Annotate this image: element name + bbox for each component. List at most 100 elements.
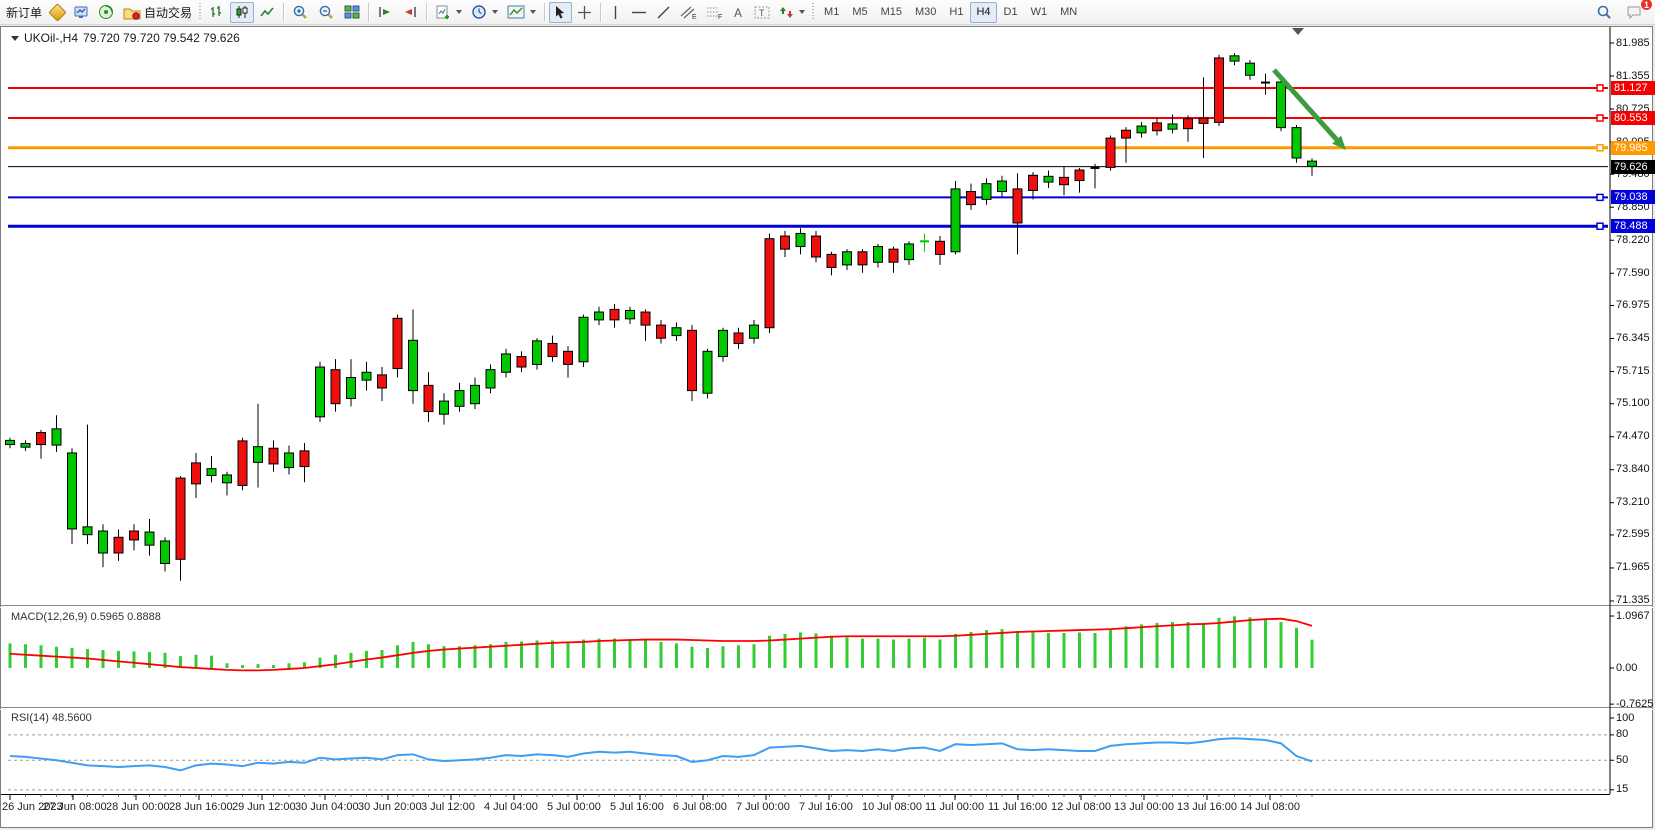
arrows-button[interactable] — [775, 2, 809, 23]
line-handle[interactable] — [1596, 114, 1604, 122]
zoom-out-button[interactable] — [314, 2, 339, 23]
trend-arrow-annotation[interactable] — [1272, 68, 1346, 150]
candle — [20, 440, 31, 451]
toolbar-separator — [544, 2, 546, 22]
candle — [1012, 173, 1023, 255]
candle — [253, 403, 263, 488]
search-button[interactable] — [1592, 2, 1616, 23]
tf-button-m5[interactable]: M5 — [846, 2, 873, 23]
candle — [454, 382, 465, 412]
trendline-icon — [657, 6, 670, 18]
candle — [408, 309, 418, 404]
candle — [780, 230, 790, 258]
candle — [1167, 114, 1178, 134]
chart-title-caret-icon[interactable] — [11, 35, 19, 41]
auto-scroll-button[interactable] — [373, 2, 397, 23]
candle — [1105, 135, 1116, 171]
candle — [361, 361, 372, 391]
candle — [113, 529, 124, 561]
line-chart-button[interactable] — [255, 2, 279, 23]
chart-ohlc-values: 79.720 79.720 79.542 79.626 — [83, 31, 240, 45]
candle — [1291, 124, 1302, 163]
indicators-icon — [436, 5, 450, 19]
autotrading-button[interactable]: 自动交易 — [119, 2, 196, 23]
crosshair-button[interactable] — [573, 2, 596, 23]
candle — [144, 518, 155, 556]
candle — [315, 361, 325, 423]
candle — [98, 524, 108, 568]
horizontal-line-button[interactable] — [627, 2, 651, 23]
tf-button-w1[interactable]: W1 — [1025, 2, 1054, 23]
candle — [547, 335, 558, 362]
candle — [1059, 166, 1069, 196]
bar-chart-button[interactable] — [205, 2, 229, 23]
market-watch-button[interactable] — [69, 2, 93, 23]
indicators-button[interactable] — [431, 2, 466, 23]
trendline-button[interactable] — [652, 2, 675, 23]
toolbar-grip — [199, 3, 202, 21]
candle — [439, 393, 449, 425]
candle — [981, 178, 992, 205]
navigator-button[interactable] — [94, 2, 118, 23]
new-order-button[interactable]: 新订单 — [2, 2, 46, 23]
candle — [1307, 158, 1317, 176]
tf-button-mn[interactable]: MN — [1054, 2, 1083, 23]
candle — [284, 445, 294, 475]
toolbar-grip — [812, 3, 815, 21]
zoom-out-icon — [319, 5, 333, 19]
candle — [1245, 60, 1255, 80]
autotrading-icon — [123, 8, 141, 20]
candle — [671, 322, 682, 341]
tf-button-m15[interactable]: M15 — [875, 2, 908, 23]
chart-shift-icon — [405, 7, 416, 17]
candle — [1121, 127, 1131, 163]
candle — [733, 327, 744, 349]
equidistant-channel-icon: E — [680, 6, 697, 20]
line-handle[interactable] — [1596, 193, 1604, 202]
tile-windows-button[interactable] — [340, 2, 364, 23]
tf-button-d1[interactable]: D1 — [998, 2, 1024, 23]
chart-shift-marker[interactable] — [1292, 28, 1304, 35]
candle — [516, 351, 527, 373]
tf-button-m30[interactable]: M30 — [909, 2, 942, 23]
main-toolbar: 新订单 自动交易 — [0, 0, 1655, 25]
candle — [764, 233, 775, 333]
line-handle[interactable] — [1596, 84, 1604, 92]
notifications-button[interactable]: 1 — [1622, 0, 1653, 23]
candle — [702, 348, 713, 399]
tf-label: M15 — [880, 6, 902, 18]
chart-shift-button[interactable] — [398, 2, 422, 23]
zoom-in-button[interactable] — [288, 2, 313, 23]
candle — [299, 442, 310, 483]
cursor-button[interactable] — [549, 1, 573, 23]
new-order-label: 新订单 — [6, 5, 43, 20]
vertical-line-button[interactable] — [605, 2, 626, 23]
tf-button-m1[interactable]: M1 — [818, 2, 845, 23]
candlestick-chart-button[interactable] — [230, 1, 255, 23]
candle — [377, 367, 387, 402]
text-button[interactable]: A — [728, 2, 749, 23]
bar-chart-icon — [211, 6, 222, 17]
candle — [423, 372, 434, 423]
line-handle[interactable] — [1596, 222, 1604, 230]
periods-caret-icon — [492, 10, 499, 14]
autotrading-label: 自动交易 — [144, 5, 193, 20]
tf-button-h4[interactable]: H4 — [970, 1, 997, 23]
tf-label: MN — [1060, 6, 1078, 18]
templates-button[interactable] — [503, 2, 540, 23]
charts-grid-button[interactable] — [47, 2, 68, 23]
candle — [1214, 54, 1224, 127]
fibonacci-button[interactable]: F — [702, 2, 727, 23]
crosshair-icon — [578, 5, 592, 19]
market-watch-icon — [74, 6, 88, 18]
line-chart-icon — [260, 7, 274, 17]
tf-button-h1[interactable]: H1 — [943, 2, 969, 23]
candle — [1152, 118, 1162, 136]
tf-label: M5 — [852, 6, 868, 18]
candle — [485, 364, 496, 394]
text-label-button[interactable]: T — [750, 2, 774, 23]
equidistant-channel-button[interactable]: E — [676, 2, 701, 23]
line-handle[interactable] — [1596, 144, 1604, 152]
periods-button[interactable] — [467, 2, 502, 23]
